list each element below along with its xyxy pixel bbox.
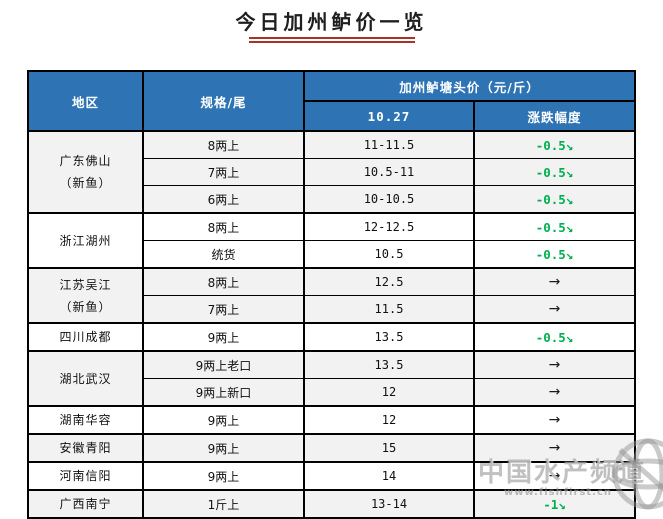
region-line: 江苏吴江 [59,277,112,292]
change-down-value: -0.5↘ [535,191,574,207]
title-underline [248,37,415,43]
region-cell: 湖南华容 [27,405,144,435]
region-line: 湖南华容 [59,413,112,427]
region-line: 安徽青阳 [59,441,112,455]
region-cell: 湖北武汉 [27,350,144,407]
spec-cell: 统货 [142,240,305,269]
header-region: 地区 [27,70,144,132]
spec-cell: 9两上 [142,461,305,491]
price-cell: 13-14 [303,489,475,519]
change-cell: -0.5↘ [472,212,637,241]
change-cell: → [472,350,637,379]
header-price-group: 加州鲈塘头价（元/斤） [302,70,637,102]
price-cell: 10.5-11 [303,158,475,186]
change-down-value: -0.5↘ [535,137,574,153]
change-cell: -1↘ [472,489,637,519]
spec-cell: 1斤上 [142,489,305,519]
price-cell: 11-11.5 [303,130,475,159]
region-cell: 安徽青阳 [27,433,144,463]
region-cell: 浙江湖州 [27,212,144,269]
change-cell: -0.5↘ [472,240,637,269]
change-cell: → [472,378,637,407]
price-cell: 15 [303,433,475,463]
flat-arrow-icon: → [548,357,561,373]
change-down-value: -0.5↘ [535,164,574,180]
flat-arrow-icon: → [548,440,561,456]
page-title-block: 今日加州鲈价一览 [0,0,663,43]
price-cell: 12 [303,378,475,407]
region-line: 广东佛山 [59,154,112,168]
flat-arrow-icon: → [548,384,561,400]
price-cell: 14 [303,461,475,491]
header-date: 10.27 [303,100,475,132]
page-title: 今日加州鲈价一览 [235,10,428,34]
header-change: 涨跌幅度 [472,100,637,132]
price-cell: 12.5 [303,267,475,296]
price-table: 地区 规格/尾 加州鲈塘头价（元/斤） 10.27 涨跌幅度 广东佛山 （新鱼） 8… [27,70,637,519]
spec-cell: 9两上 [142,405,305,435]
change-cell: → [472,461,637,491]
spec-cell: 9两上 [142,433,305,463]
flat-arrow-icon: → [548,301,561,317]
spec-cell: 9两上新口 [142,378,305,407]
change-cell: -0.5↘ [472,185,637,214]
change-cell: → [472,405,637,435]
region-line: 河南信阳 [59,469,112,483]
spec-cell: 6两上 [142,185,305,214]
change-down-value: -0.5↘ [535,219,574,235]
change-cell: → [472,433,637,463]
flat-arrow-icon: → [548,412,561,428]
region-cell: 江苏吴江 （新鱼） [27,267,144,324]
price-cell: 11.5 [303,295,475,324]
region-cell: 四川成都 [27,322,144,352]
price-cell: 10.5 [303,240,475,269]
flat-arrow-icon: → [548,274,561,290]
price-cell: 12-12.5 [303,212,475,241]
region-line: （新鱼） [59,299,112,314]
region-line: （新鱼） [59,176,112,190]
price-table-body: 广东佛山 （新鱼） 8两上 11-11.5 -0.5↘ 7两上 10.5-11 -0.5↘ 6两… [27,130,637,519]
flat-arrow-icon: → [548,468,561,484]
region-line: 浙江湖州 [59,233,112,248]
underline-top-rule [248,37,415,39]
spec-cell: 8两上 [142,212,305,241]
underline-bottom-rule [248,41,415,43]
spec-cell: 8两上 [142,130,305,159]
price-table-header: 地区 规格/尾 加州鲈塘头价（元/斤） 10.27 涨跌幅度 [27,70,637,132]
change-cell: -0.5↘ [472,158,637,186]
change-down-value: -0.5↘ [535,246,574,262]
region-line: 广西南宁 [59,497,112,511]
change-cell: → [472,295,637,324]
price-cell: 10-10.5 [303,185,475,214]
region-cell: 广西南宁 [27,489,144,519]
region-cell: 河南信阳 [27,461,144,491]
price-cell: 13.5 [303,322,475,352]
change-down-value: -0.5↘ [535,329,574,345]
region-line: 四川成都 [59,330,112,344]
header-spec: 规格/尾 [142,70,305,132]
spec-cell: 9两上老口 [142,350,305,379]
price-cell: 12 [303,405,475,435]
region-line: 湖北武汉 [59,371,112,386]
spec-cell: 7两上 [142,158,305,186]
spec-cell: 7两上 [142,295,305,324]
spec-cell: 9两上 [142,322,305,352]
region-cell: 广东佛山 （新鱼） [27,130,144,214]
change-cell: → [472,267,637,296]
spec-cell: 8两上 [142,267,305,296]
price-cell: 13.5 [303,350,475,379]
change-cell: -0.5↘ [472,322,637,352]
change-cell: -0.5↘ [472,130,637,159]
change-down-value: -1↘ [543,496,566,512]
